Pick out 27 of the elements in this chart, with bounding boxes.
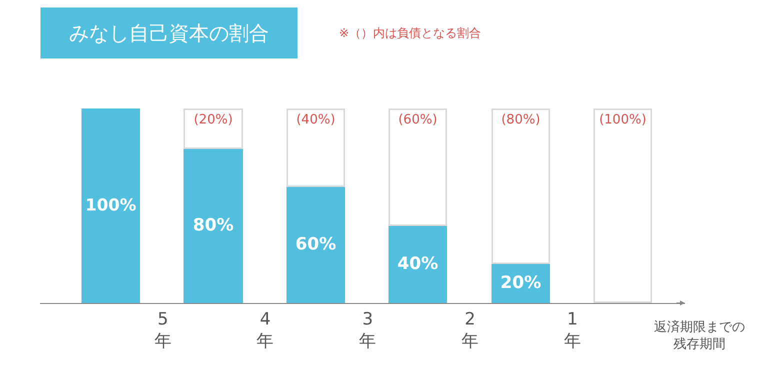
data-label: 80% [192, 215, 234, 236]
data-label: 20% [500, 272, 542, 293]
bar [388, 108, 447, 226]
data-label: (100%) [599, 112, 646, 128]
bar [286, 186, 345, 303]
data-label: (40%) [296, 112, 336, 128]
x-tick-label: 5 年 [154, 309, 172, 352]
bar [82, 108, 140, 303]
x-tick-label: 2 年 [462, 309, 478, 352]
data-label: (80%) [501, 112, 540, 128]
bar [184, 148, 243, 303]
bar [594, 108, 652, 303]
x-tick-label: 4 年 [256, 309, 274, 352]
data-label: 40% [397, 254, 438, 274]
bar [286, 108, 345, 187]
data-label: 60% [295, 234, 336, 254]
bar [388, 224, 447, 303]
bar [184, 108, 243, 149]
x-axis-title: 返済期限までの残存期間 [654, 319, 745, 352]
chart-title: みなし自己資本の割合 [69, 21, 269, 45]
data-label: 100% [85, 196, 137, 215]
data-label: (20%) [194, 112, 233, 128]
x-tick-label: 1 年 [564, 309, 581, 352]
text: ※（）内は負債となる割合 [339, 26, 482, 40]
bar [492, 108, 550, 264]
x-tick-label: 3 年 [359, 309, 376, 352]
data-label: (60%) [398, 112, 438, 128]
